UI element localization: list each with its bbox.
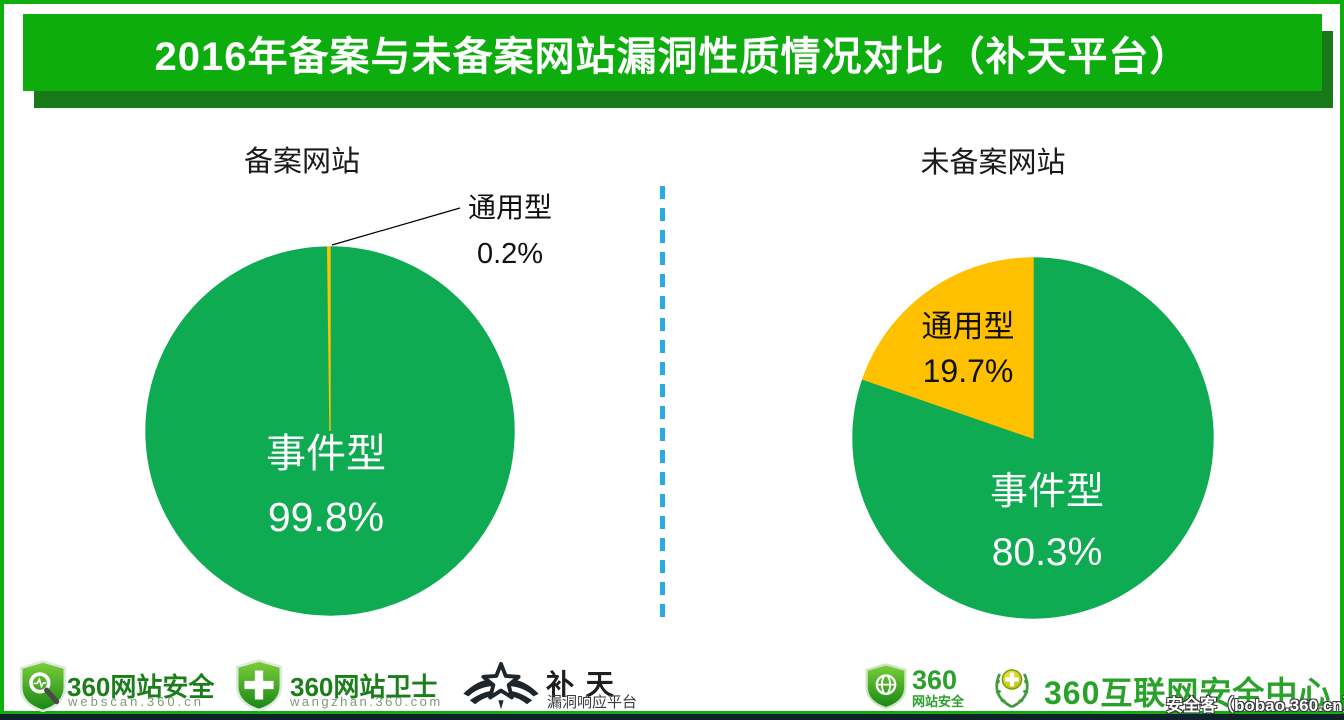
center360-wreath-icon (995, 669, 1029, 709)
site360-shield-icon (865, 663, 907, 710)
left-callout-value: 0.2% (476, 238, 544, 270)
left-pie-chart (145, 246, 515, 616)
site360-logo-line2: 网站安全 (912, 694, 965, 709)
butian-logo-title: 补 天 (546, 669, 616, 700)
frame-right-border (1340, 0, 1344, 716)
webscan-logo-title: 360网站安全 (67, 672, 215, 702)
wangzhan-logo-title: 360网站卫士 (290, 672, 438, 702)
butian-logo-subtitle: 漏洞响应平台 (547, 694, 638, 711)
site360-logo-line1: 360 (912, 665, 958, 695)
right-pie-main-value: 80.3% (991, 531, 1103, 574)
right-pie-generic-label: 通用型 (921, 309, 1015, 344)
frame-left-border (0, 0, 4, 716)
right-chart-title: 未备案网站 (920, 147, 1066, 179)
watermark-text: 安全客（bobao.360.cn） (1166, 696, 1344, 715)
page-title: 2016年备案与未备案网站漏洞性质情况对比（补天平台） (154, 34, 1191, 79)
dashed-divider (660, 186, 665, 626)
leader-line (331, 207, 461, 246)
webscan-logo-url: webscan.360.cn (68, 694, 204, 709)
webscan-shield-icon (19, 660, 67, 712)
left-callout-label: 通用型 (467, 192, 552, 223)
frame-top-border (0, 0, 1344, 4)
left-pie-main-label: 事件型 (266, 432, 386, 476)
wangzhan-logo-url: wangzhan.360.com (290, 694, 443, 709)
right-pie-generic-value: 19.7% (922, 353, 1014, 389)
header-banner: 2016年备案与未备案网站漏洞性质情况对比（补天平台） (23, 14, 1322, 91)
center360-logo-title: 360互联网安全中心 (1044, 675, 1332, 711)
pie-slice-通用型 (326, 246, 331, 432)
frame-bottom-dark-bar (0, 714, 1344, 720)
left-chart-title: 备案网站 (243, 146, 360, 178)
right-pie-main-label: 事件型 (989, 471, 1104, 513)
wangzhan-shield-icon (235, 659, 283, 712)
pie-slice-通用型 (861, 257, 1034, 439)
butian-winged-star-icon (463, 661, 539, 710)
left-pie-main-value: 99.8% (267, 494, 385, 540)
frame-bottom-green-line (0, 711, 1344, 714)
right-pie-chart (852, 257, 1214, 619)
